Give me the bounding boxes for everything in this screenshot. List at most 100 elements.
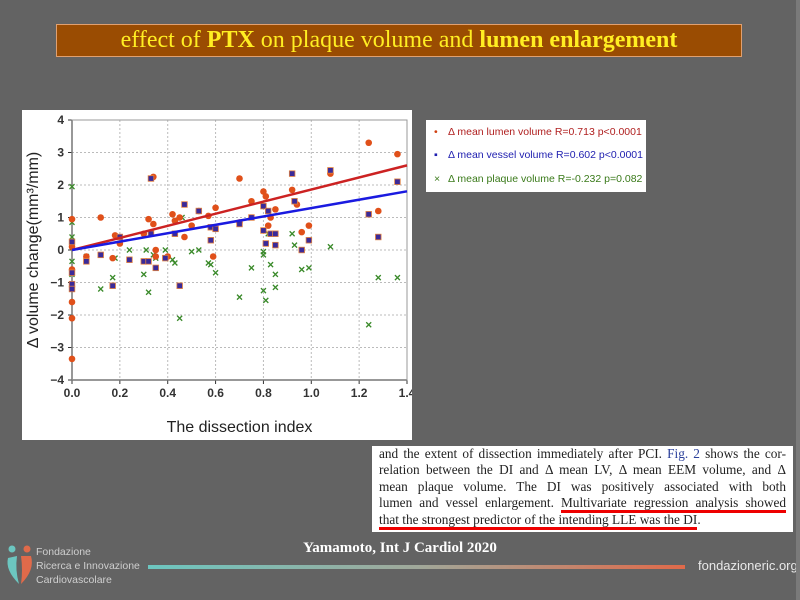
vessel-point [68, 269, 76, 276]
plaque-point [140, 271, 147, 278]
lumen-point [97, 214, 105, 221]
y-tick-label: −3 [50, 341, 64, 355]
vessel-point [181, 201, 188, 208]
lumen-point [236, 175, 243, 182]
lumen-point [209, 253, 217, 260]
y-tick-label: −2 [50, 308, 64, 322]
vessel-point [260, 202, 267, 210]
lumen-point [262, 193, 270, 200]
lumen-point [169, 210, 176, 218]
plaque-point [236, 294, 243, 301]
vessel-point [109, 282, 116, 289]
plaque-point [260, 251, 267, 258]
legend-item-lumen: • Δ mean lumen volume R=0.713 p<0.0001 [434, 126, 642, 138]
excerpt-text: and the extent of dissection immediately… [379, 446, 668, 461]
title-text: on plaque volume and [254, 27, 480, 53]
y-tick-label: −4 [50, 373, 64, 387]
plaque-point [289, 230, 296, 237]
y-tick-label: 0 [57, 243, 64, 257]
vessel-point [288, 170, 296, 177]
y-tick-label: 4 [57, 113, 64, 127]
legend-item-plaque: × Δ mean plaque volume R=-0.232 p=0.082 [434, 173, 642, 185]
org-line: Ricerca e Innovazione [36, 560, 140, 572]
x-axis-label: The dissection index [167, 419, 313, 436]
plaque-point [126, 247, 133, 253]
plaque-point [260, 287, 267, 294]
lumen-point [212, 204, 219, 212]
legend-label: Δ mean lumen volume R=0.713 p<0.0001 [448, 126, 642, 138]
x-tick-label: 1.0 [303, 386, 320, 400]
lumen-point [68, 314, 76, 322]
lumen-regression-line [71, 164, 408, 252]
plaque-point [305, 264, 312, 271]
footer-divider [148, 565, 685, 569]
y-tick-label: 3 [57, 146, 64, 160]
vessel-point [83, 258, 90, 265]
vessel-point [327, 167, 334, 174]
plaque-point [97, 286, 104, 292]
vessel-point [260, 227, 267, 234]
lumen-point [176, 214, 183, 221]
plaque-point [267, 261, 274, 268]
plaque-point [327, 243, 334, 250]
vessel-point [272, 241, 279, 249]
website-link[interactable]: fondazioneric.org [698, 558, 798, 573]
lumen-point [152, 253, 160, 260]
org-line: Cardiovascolare [36, 574, 112, 586]
plaque-point [176, 315, 183, 322]
vessel-point [212, 225, 219, 233]
slide-edge [796, 0, 800, 600]
plaque-point [69, 234, 75, 240]
lumen-point [298, 228, 306, 236]
plaque-point [171, 260, 178, 266]
plaque-point [212, 269, 219, 276]
x-tick-label: 0.8 [255, 386, 272, 400]
lumen-point [188, 222, 195, 229]
highlighted-text: Multivariate regression analysis showed [560, 495, 787, 514]
vessel-point [394, 178, 401, 185]
lumen-point [152, 246, 160, 254]
lumen-point [288, 186, 296, 194]
vessel-point [375, 233, 382, 241]
vessel-point [97, 251, 104, 259]
legend-marker-square-icon: ▪ [434, 149, 438, 161]
vessel-point [145, 258, 152, 265]
x-tick-label: 1.4 [399, 386, 412, 400]
x-tick-label: 0.0 [64, 386, 81, 400]
plaque-point [145, 289, 152, 296]
excerpt-text: . [697, 511, 701, 527]
title-emphasis-lumen: lumen enlargement [479, 27, 678, 53]
plaque-point [69, 183, 75, 190]
vessel-point [126, 256, 133, 263]
vessel-point [272, 230, 279, 237]
excerpt-line: that the strongest predictor of the inte… [379, 511, 786, 530]
lumen-point [248, 197, 255, 205]
plaque-point [143, 247, 150, 253]
legend-marker-cross-icon: × [434, 173, 441, 185]
vessel-point [147, 175, 155, 182]
plaque-point [291, 242, 298, 249]
plaque-point [375, 274, 382, 281]
vessel-point [68, 238, 76, 246]
vessel-point [265, 207, 272, 215]
plaque-point [394, 274, 401, 281]
plaque-point [69, 258, 75, 265]
vessel-point [298, 246, 305, 254]
lumen-point [264, 222, 272, 229]
foundation-name: Fondazione Ricerca e Innovazione Cardiov… [36, 545, 140, 587]
plaque-point [195, 247, 202, 253]
plaque-point [188, 248, 195, 255]
plaque-point [262, 297, 269, 304]
vessel-point [176, 282, 183, 289]
scatter-chart: 0.0 0.2 0.4 0.6 0.8 1.0 1.2 1.4 4 3 2 1 0 −1 −2 −3 −4 The… [22, 110, 416, 440]
x-tick-label: 0.4 [159, 386, 176, 400]
plaque-point [272, 284, 279, 291]
excerpt-line: mean plaque volume. The DI was positivel… [379, 478, 786, 494]
excerpt-line: lumen and vessel enlargement. Multivaria… [379, 495, 787, 514]
y-tick-label: 1 [57, 211, 64, 225]
legend-label: Δ mean plaque volume R=-0.232 p=0.082 [448, 173, 643, 185]
plaque-point [298, 266, 305, 273]
figure-link[interactable]: Fig. 2 [667, 446, 700, 461]
lumen-point [68, 355, 76, 363]
citation: Yamamoto, Int J Cardiol 2020 [303, 540, 497, 556]
